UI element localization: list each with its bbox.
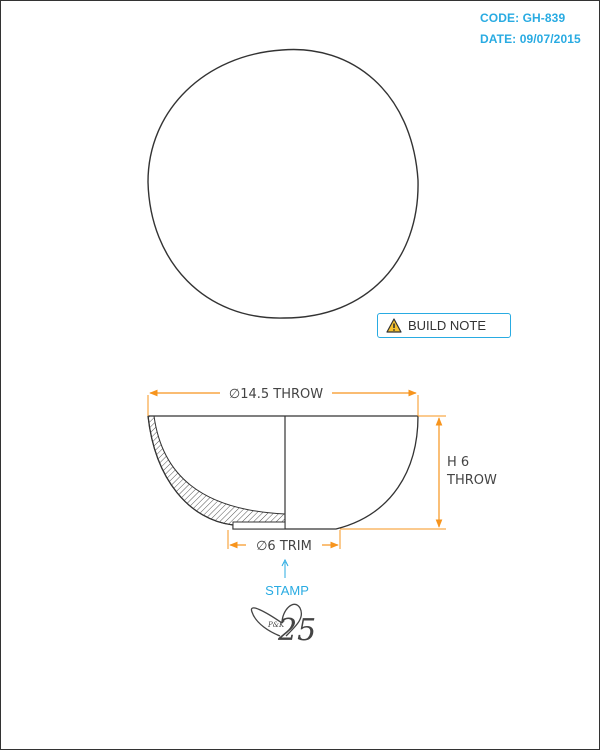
code-label: CODE: GH-839 — [480, 11, 566, 25]
height-label-line1: H 6 — [447, 455, 469, 470]
warning-icon — [386, 318, 402, 333]
height-label-line2: THROW — [446, 473, 497, 488]
stamp-number: 25 — [277, 613, 316, 648]
wall-section — [147, 415, 286, 526]
stamp-mark: P&K 25 — [250, 603, 316, 648]
stamp-label: STAMP — [265, 583, 309, 598]
stamp-callout: STAMP — [265, 558, 309, 598]
throw-diameter-dimension: ∅14.5 THROW — [147, 387, 419, 416]
trim-diameter-label: ∅6 TRIM — [256, 539, 312, 554]
height-dimension: H 6 THROW — [340, 415, 497, 530]
throw-diameter-label: ∅14.5 THROW — [229, 387, 323, 402]
trim-diameter-dimension: ∅6 TRIM — [227, 530, 341, 554]
build-note-label: BUILD NOTE — [408, 318, 487, 333]
build-note-button[interactable]: BUILD NOTE — [377, 313, 511, 338]
section-view — [147, 415, 419, 530]
date-label: DATE: 09/07/2015 — [480, 32, 581, 46]
top-view-outline — [147, 48, 419, 319]
stamp-initials: P&K — [267, 621, 285, 629]
